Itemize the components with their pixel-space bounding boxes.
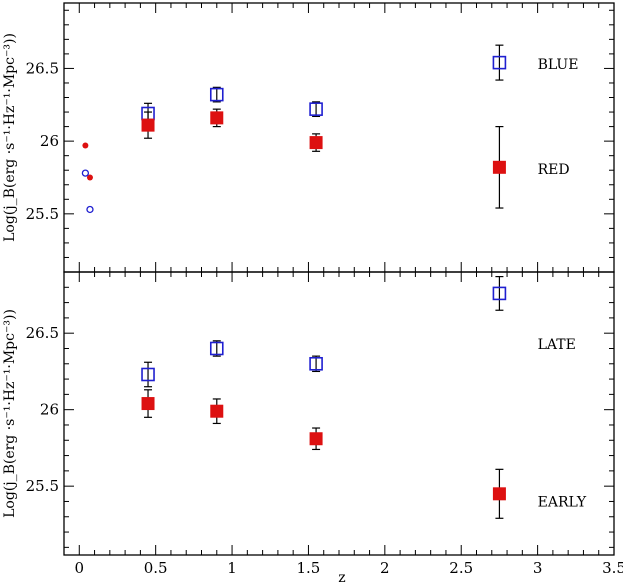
data-point xyxy=(81,169,90,177)
annotation-late: LATE xyxy=(538,337,576,353)
bottom-panel: 25.5 26 26.5 Log(j_B(erg ·s⁻¹·Hz⁻¹·Mpc⁻³)) L… xyxy=(2,271,615,556)
panel-frame xyxy=(63,271,615,556)
series-points-3 xyxy=(81,169,94,214)
data-point xyxy=(209,87,224,102)
y-tick-label: 26.5 xyxy=(26,59,59,77)
series-points-2 xyxy=(82,142,93,181)
data-point xyxy=(141,367,155,382)
series-late xyxy=(141,275,507,388)
data-point xyxy=(209,341,224,356)
data-point xyxy=(492,286,507,301)
annotation-red: RED xyxy=(538,162,570,178)
data-point xyxy=(309,102,323,116)
x-axis-label: z xyxy=(338,570,345,585)
top-panel: 25.5 26 26.5 Log(j_B(erg ·s⁻¹·Hz⁻¹·Mpc⁻³)) B… xyxy=(2,2,615,273)
data-point xyxy=(210,111,224,125)
y-axis-label: Log(j_B(erg ·s⁻¹·Hz⁻¹·Mpc⁻³)) xyxy=(2,33,18,242)
data-point xyxy=(309,432,323,446)
x-tick-label: 3.5 xyxy=(602,559,623,577)
data-point xyxy=(492,55,507,70)
x-axis: 0 0.5 1 1.5 2 2.5 3 3.5 xyxy=(75,559,623,577)
series-blue xyxy=(141,44,507,125)
panel-frame xyxy=(63,2,615,273)
annotation-early: EARLY xyxy=(538,494,587,510)
y-tick-label: 25.5 xyxy=(26,205,59,223)
x-tick-label: 0.5 xyxy=(144,559,168,577)
x-tick-label: 2 xyxy=(380,559,390,577)
annotation-blue: BLUE xyxy=(538,57,579,73)
x-tick-label: 0 xyxy=(75,559,85,577)
series-red xyxy=(141,108,506,209)
data-point xyxy=(86,174,93,181)
y-axis-label: Log(j_B(erg ·s⁻¹·Hz⁻¹·Mpc⁻³)) xyxy=(2,309,18,518)
x-tick-label: 1 xyxy=(227,559,237,577)
y-tick-label: 26 xyxy=(40,132,59,150)
data-point xyxy=(309,136,323,150)
data-point xyxy=(492,487,506,501)
y-tick-label: 26.5 xyxy=(26,324,59,342)
x-tick-label: 2.5 xyxy=(449,559,473,577)
data-point xyxy=(141,118,155,132)
data-point xyxy=(141,397,155,411)
data-point xyxy=(210,404,224,418)
data-point xyxy=(309,356,323,371)
data-point xyxy=(82,142,89,149)
y-tick-label: 26 xyxy=(40,401,59,419)
data-point xyxy=(86,205,94,214)
y-tick-label: 25.5 xyxy=(26,477,59,495)
series-early xyxy=(141,389,506,519)
x-tick-label: 1.5 xyxy=(297,559,321,577)
data-point xyxy=(492,160,506,174)
x-tick-label: 3 xyxy=(533,559,543,577)
